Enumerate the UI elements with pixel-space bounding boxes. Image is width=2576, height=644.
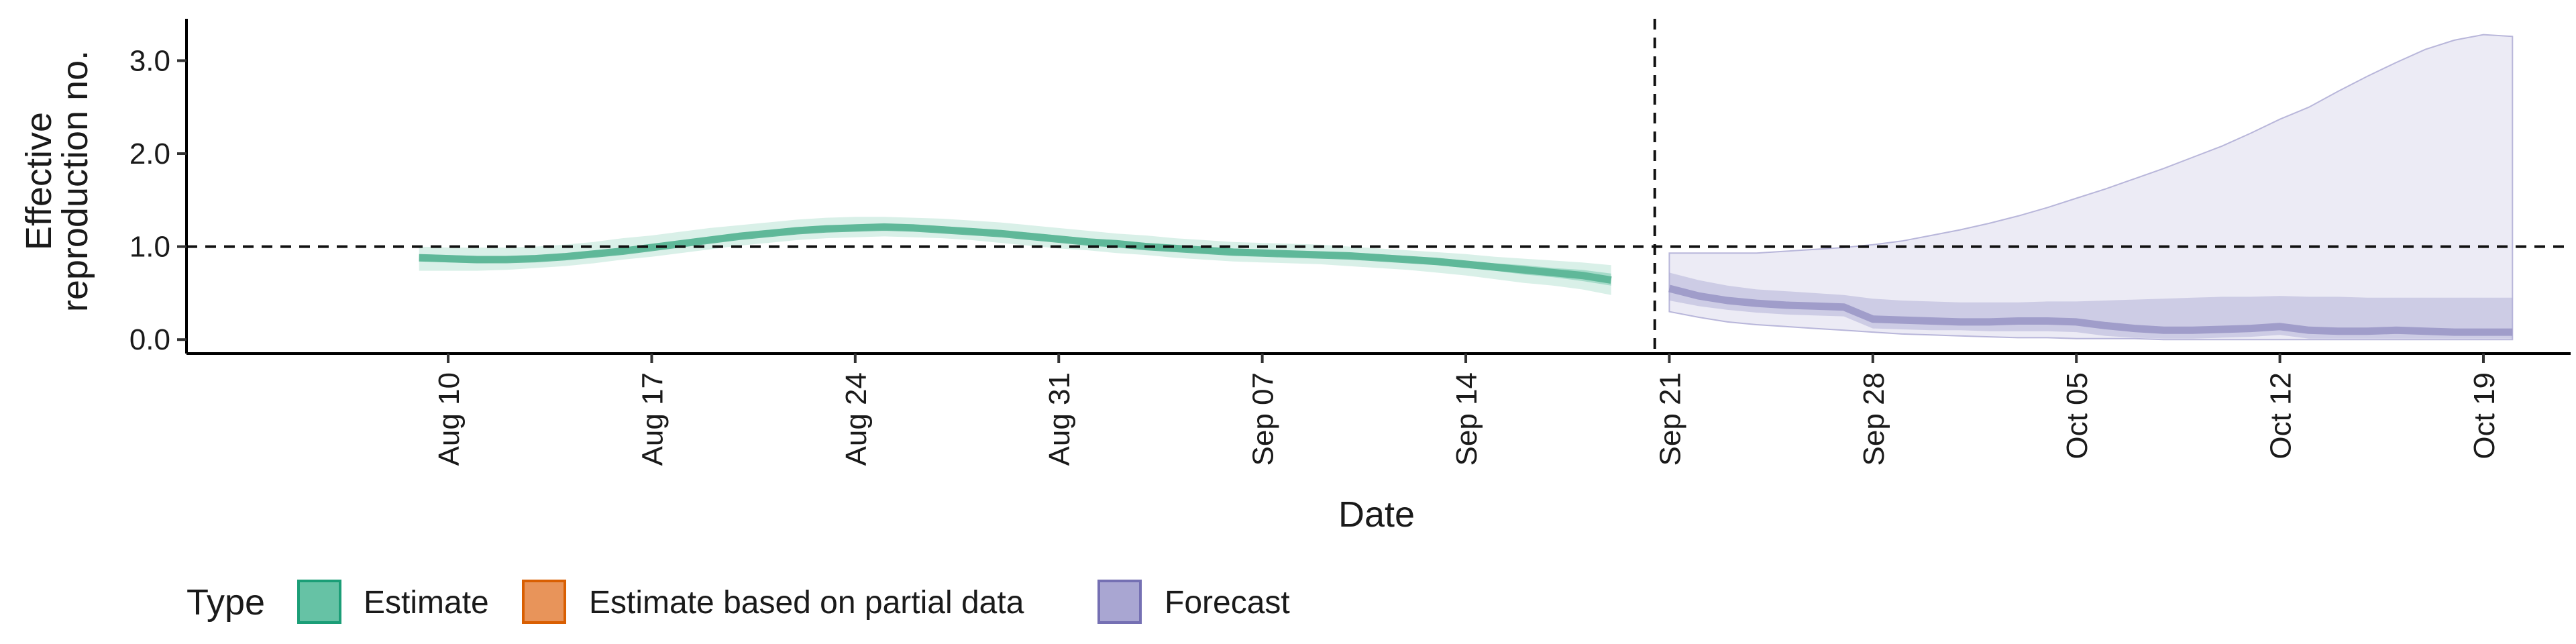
x-tick-label: Sep 07: [1247, 372, 1280, 466]
x-tick-label: Oct 12: [2265, 372, 2298, 460]
legend-label-estimate: Estimate: [364, 585, 489, 621]
y-axis-title-line-2: reproduction no.: [55, 50, 95, 312]
legend-key-estimate: [297, 580, 341, 624]
x-tick-label: Aug 10: [433, 372, 466, 466]
plot-area: 0.0 1.0 2.0 3.0 Aug 10 Aug 17 Aug 24 Aug 31 Sep …: [129, 19, 2571, 466]
forecast-median-line: [1668, 284, 2513, 336]
y-tick-label: 3.0: [129, 44, 170, 77]
legend-title: Type: [186, 582, 265, 623]
x-tick-label: Aug 17: [637, 372, 669, 466]
legend: Type Estimate Estimate based on partial …: [186, 580, 1290, 624]
x-axis-title: Date: [1338, 494, 1415, 535]
x-tick-label: Oct 19: [2468, 372, 2501, 460]
x-tick-label: Sep 14: [1450, 372, 1483, 466]
y-tick-label: 1.0: [129, 231, 170, 264]
estimate-median-line: [419, 223, 1612, 284]
legend-label-forecast: Forecast: [1165, 585, 1290, 621]
x-tick-label: Sep 28: [1858, 372, 1890, 466]
y-tick-label: 2.0: [129, 138, 170, 170]
legend-key-forecast: [1097, 580, 1142, 624]
x-tick-label: Oct 05: [2061, 372, 2094, 460]
series-estimate: [419, 217, 1612, 295]
legend-key-partial: [522, 580, 566, 624]
x-tick-label: Sep 21: [1654, 372, 1686, 466]
series-forecast: [1668, 34, 2514, 341]
x-tick-label: Aug 24: [840, 372, 873, 466]
y-tick-label: 0.0: [129, 323, 170, 356]
y-axis-title: Effective reproduction no.: [19, 50, 95, 312]
legend-label-partial: Estimate based on partial data: [589, 585, 1024, 621]
forecast-ci90-band: [1668, 34, 2514, 341]
y-axis-title-line-1: Effective: [19, 112, 59, 250]
x-tick-label: Aug 31: [1043, 372, 1076, 466]
